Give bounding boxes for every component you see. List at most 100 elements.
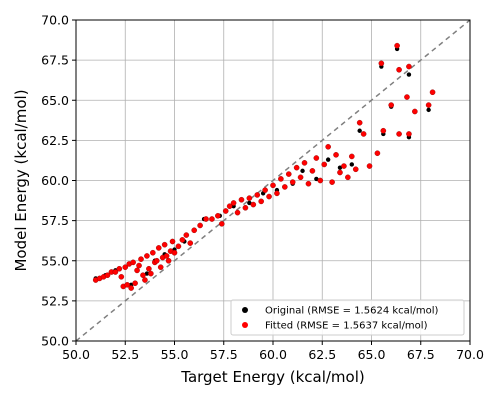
data-point [150,249,156,256]
data-point [301,160,308,166]
data-point [349,162,354,167]
data-point [171,249,178,256]
x-tick-label: 70.0 [456,347,484,362]
y-tick-label: 67.5 [41,53,69,68]
legend-label-fitted: Fitted (RMSE = 1.5637 kcal/mol) [265,321,428,332]
data-point [134,267,140,274]
data-point [230,200,237,206]
data-point [270,182,276,189]
data-point [215,213,221,219]
data-point [258,198,264,205]
data-point [321,161,328,168]
data-point [148,270,154,277]
data-point [222,208,229,214]
data-point [161,241,168,248]
data-point [352,166,359,173]
y-tick-layer: 50.0 52.5 55.0 57.5 60.0 62.5 65.0 67.5 70.0 [41,13,76,349]
y-axis-label: Model Energy (kcal/mol) [12,89,30,271]
legend-label-original: Original (RMSE = 1.5624 kcal/mol) [265,306,439,317]
data-point [234,209,241,216]
data-point [345,174,351,181]
data-point [203,216,209,222]
data-point [132,280,138,287]
y-tick-label: 57.5 [41,213,69,228]
data-point [266,193,272,200]
data-point [124,282,131,288]
points-layer [92,42,436,291]
data-point [317,177,324,184]
data-point [179,237,186,243]
data-point [356,119,363,126]
data-point [380,127,387,134]
data-point [218,221,225,227]
data-point [146,265,152,272]
x-tick-label: 62.5 [308,347,336,362]
data-point [285,171,292,177]
data-point [144,253,150,259]
y-tick-label: 70.0 [41,13,69,28]
data-point [104,272,111,278]
data-point [282,184,288,190]
y-tick-label: 50.0 [41,334,69,349]
data-point [118,273,125,280]
data-point [153,257,160,264]
data-point [163,253,170,259]
x-tick-label: 65.0 [358,347,386,362]
data-point [187,240,194,246]
x-axis-label: Target Energy (kcal/mol) [180,368,364,386]
data-point [226,203,233,209]
x-tick-label: 67.5 [407,347,435,362]
data-point [404,94,410,100]
data-point [325,143,331,150]
data-point [337,165,343,170]
data-point [325,157,331,162]
data-point [406,131,412,137]
data-point [238,196,245,203]
data-point [155,245,162,251]
data-point [309,168,316,174]
data-point [254,192,261,198]
data-point [209,216,215,222]
data-point [374,150,381,157]
data-point [406,63,412,70]
data-point [250,201,257,208]
x-tick-layer: 50.0 52.5 55.0 57.5 60.0 62.5 65.0 67.5 70.0 [62,341,484,362]
data-point [360,131,367,137]
y-tick-label: 55.0 [41,253,69,268]
data-point [157,264,164,270]
data-point [136,262,142,269]
data-point [366,163,373,169]
data-point [169,238,176,245]
x-tick-label: 52.5 [111,347,139,362]
identity-reference-line [75,19,471,342]
data-point [314,176,319,182]
legend-marker-original [242,307,248,313]
x-tick-label: 50.0 [62,347,90,362]
legend-marker-fitted [242,322,248,328]
data-point [305,180,312,187]
data-point [165,257,172,264]
series-fitted [92,42,436,291]
data-point [378,60,385,67]
series-original [93,46,435,288]
x-tick-label: 55.0 [161,347,189,362]
data-point [142,277,148,283]
reference-line-layer [75,19,471,342]
data-point [140,272,146,278]
data-point [337,169,343,176]
data-point [396,66,402,73]
data-point [246,195,253,201]
data-point [293,164,300,171]
data-point [112,269,119,275]
data-point [341,163,347,169]
data-point [388,102,395,108]
data-point [122,264,129,270]
data-point [394,42,400,49]
data-point [425,102,432,108]
data-point [116,265,123,272]
data-point [406,72,412,77]
data-point [357,128,362,133]
legend: Original (RMSE = 1.5624 kcal/mol) Fitted… [230,299,465,336]
